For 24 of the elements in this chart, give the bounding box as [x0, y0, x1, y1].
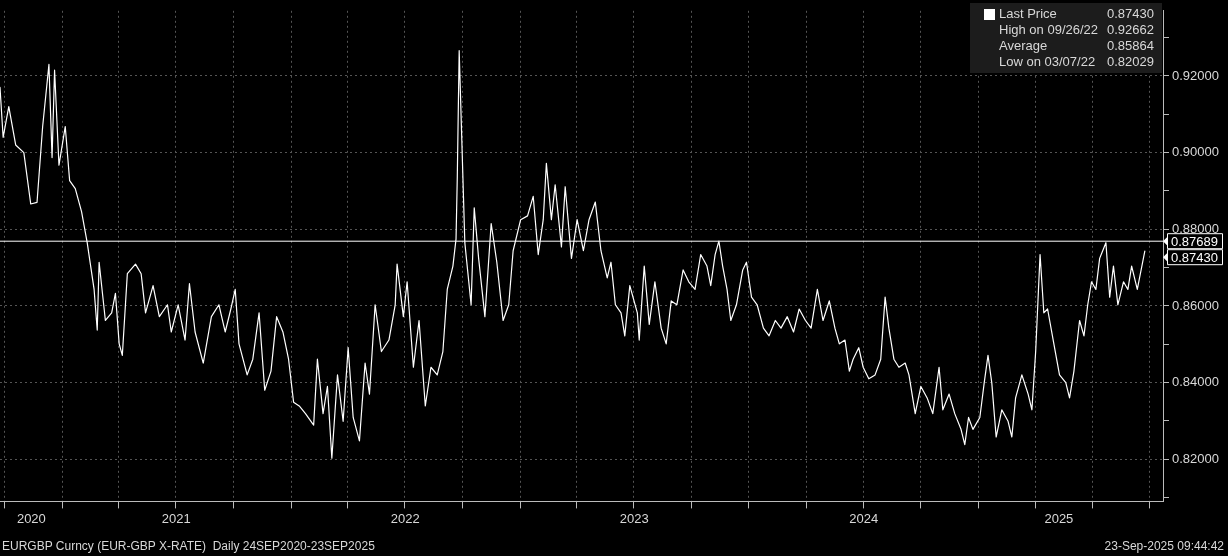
text: 23-Sep-2025 09:44:42: [1104, 539, 1224, 553]
x-tick-label: 2021: [161, 510, 191, 526]
x-tick-label: 2020: [16, 510, 46, 526]
text: EURGBP Curncy (EUR-GBP X-RATE) Daily 24SEP2020-23SEP2025: [2, 539, 375, 553]
annotation: 0.85864: [1107, 38, 1154, 54]
ref-line-label: 0.87689: [1171, 233, 1219, 249]
y-tick-label: 0.84000: [1172, 374, 1220, 390]
y-tick-label: 0.90000: [1172, 144, 1220, 160]
legend-label: Last Price: [999, 6, 1057, 22]
annotation: High on 09/26/22: [999, 22, 1099, 38]
y-tick-label: 0.88000: [1172, 220, 1220, 236]
annotation: 0.87430: [1171, 249, 1219, 265]
y-tick-label: 0.82000: [1172, 450, 1220, 466]
x-tick-label: 2023: [619, 510, 649, 526]
annotation: 0.82029: [1107, 54, 1154, 70]
annotation: 0.87430: [1107, 6, 1154, 22]
y-tick-label: 0.86000: [1172, 297, 1220, 313]
annotation: 0.92662: [1107, 22, 1154, 38]
y-tick-label: 0.92000: [1172, 67, 1220, 83]
x-tick-label: 2024: [849, 510, 879, 526]
x-tick-label: 2025: [1044, 510, 1074, 526]
annotation: Average: [999, 38, 1048, 54]
annotation: Low on 03/07/22: [999, 54, 1096, 70]
x-tick-label: 2022: [390, 510, 420, 526]
